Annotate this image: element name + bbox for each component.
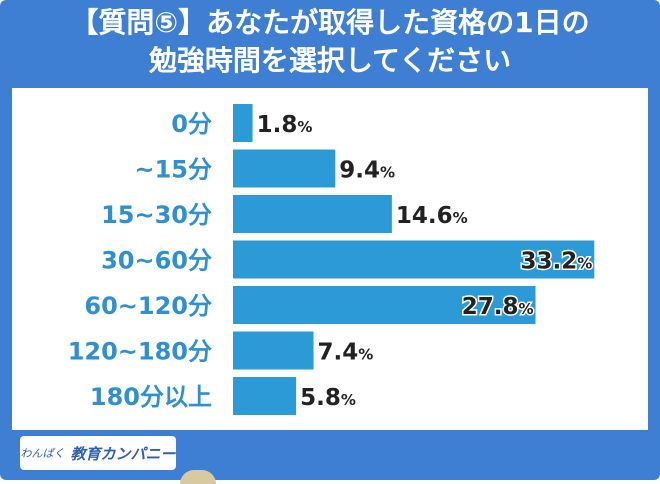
value-label: 27.8%	[462, 294, 534, 320]
value-label: 7.4%	[318, 340, 374, 366]
logo-small-text: わんぱく	[20, 447, 65, 460]
bar	[233, 195, 392, 233]
category-label: 180分以上	[90, 383, 212, 411]
bar	[233, 149, 336, 188]
category-label: 120~180分	[68, 338, 212, 366]
category-label: 0分	[171, 110, 212, 138]
value-label: 33.2%	[521, 249, 593, 275]
value-label: 9.4%	[339, 158, 395, 184]
bar	[233, 331, 314, 370]
title-line-2: 勉強時間を選択してください	[148, 44, 512, 77]
chart-title: 【質問⑤】あなたが取得した資格の1日の 勉強時間を選択してください	[0, 4, 660, 80]
bar	[233, 286, 536, 324]
category-label: 60~120分	[84, 292, 212, 320]
bar-chart: 0分 1.8% ~15分 9.4% 15~30分 14.6% 30~60分 33.2% 60~1…	[68, 104, 595, 415]
value-label: 5.8%	[300, 385, 356, 411]
category-label: 30~60分	[101, 247, 212, 275]
category-label: 15~30分	[101, 201, 212, 229]
category-label: ~15分	[134, 156, 212, 184]
logo-main-text: 教育カンパニー	[70, 444, 176, 463]
value-label: 14.6%	[396, 203, 468, 229]
value-label: 1.8%	[257, 112, 313, 138]
bar	[233, 377, 297, 415]
bar	[233, 240, 595, 279]
mascot-decoration	[180, 470, 216, 484]
company-logo: わんぱく 教育カンパニー	[20, 436, 176, 470]
bar	[233, 104, 253, 142]
chart-panel: 0分 1.8% ~15分 9.4% 15~30分 14.6% 30~60分 33.2% 60~1…	[12, 88, 648, 430]
title-line-1: 【質問⑤】あなたが取得した資格の1日の	[70, 6, 590, 39]
